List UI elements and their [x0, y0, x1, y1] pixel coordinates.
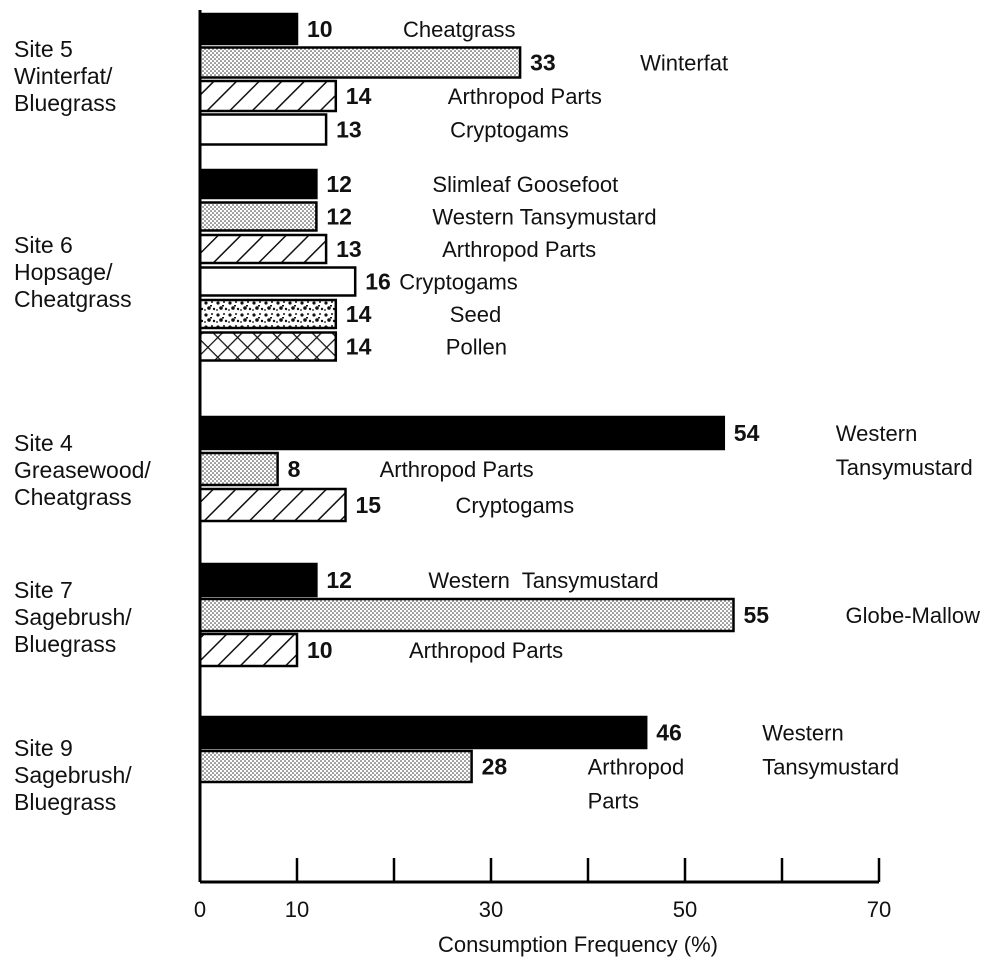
bar — [198, 298, 338, 330]
data-label: 13 — [336, 117, 362, 143]
site-label-line: Bluegrass — [14, 90, 117, 116]
x-axis: 0 10 30 50 70 Consumption Frequency (%) — [194, 10, 891, 957]
site-label-line: Sagebrush/ — [14, 762, 132, 788]
data-label: 55 — [744, 602, 770, 628]
category-label: Cryptogams — [456, 493, 575, 518]
site-label-line: Greasewood/ — [14, 457, 151, 483]
bars-layer — [198, 12, 735, 784]
bar — [198, 487, 347, 523]
site-label-line: Site 4 — [14, 430, 73, 456]
site-label: Site 6 Hopsage/Cheatgrass — [14, 232, 194, 313]
site-label-line: Site 6 — [14, 232, 73, 258]
bar — [198, 168, 318, 200]
bar — [198, 331, 338, 362]
data-label: 12 — [326, 171, 352, 197]
labels-layer: 10 Cheatgrass 33 Winterfat 14 Arthropod Parts… — [288, 16, 981, 814]
category-label: Arthropod Parts — [409, 638, 563, 663]
category-label: Slimleaf Goosefoot — [432, 172, 618, 197]
x-tick-label: 30 — [479, 897, 503, 922]
category-label: Seed — [450, 302, 501, 327]
data-label: 28 — [482, 754, 508, 780]
category-label: Pollen — [446, 335, 507, 360]
category-label: Winterfat — [640, 51, 728, 76]
category-label: Arthropod Parts — [448, 84, 602, 109]
data-label: 46 — [656, 720, 682, 746]
site-label-line: Sagebrush/ — [14, 604, 132, 630]
category-label: Tansymustard — [762, 755, 899, 780]
site-label: Site 5 Winterfat/Bluegrass — [14, 36, 194, 117]
bar — [198, 113, 328, 146]
data-label: 16 — [365, 269, 391, 295]
site-label-line: Hopsage/ — [14, 259, 113, 285]
site-label: Site 9 Sagebrush/Bluegrass — [14, 735, 194, 816]
site-label-line: Site 7 — [14, 577, 73, 603]
data-label: 14 — [346, 83, 372, 109]
bar — [198, 451, 279, 487]
bar — [198, 46, 522, 79]
bar — [198, 233, 328, 265]
category-label: Cryptogams — [399, 270, 518, 295]
site-label-line: Bluegrass — [14, 631, 117, 657]
site-label-line: Site 5 — [14, 36, 73, 62]
site-label-line: Bluegrass — [14, 789, 117, 815]
x-tick-label: 0 — [194, 897, 206, 922]
bar — [198, 266, 357, 297]
data-label: 8 — [288, 456, 301, 482]
bar — [198, 597, 735, 633]
x-axis-title: Consumption Frequency (%) — [438, 932, 718, 957]
site-label: Site 4 Greasewood/Cheatgrass — [14, 430, 194, 511]
category-label: Cheatgrass — [403, 17, 516, 42]
x-tick-label: 50 — [673, 897, 697, 922]
site-label-line: Cheatgrass — [14, 286, 132, 312]
data-label: 12 — [326, 204, 352, 230]
site-label: Site 7 Sagebrush/Bluegrass — [14, 577, 194, 658]
data-label: 14 — [346, 301, 372, 327]
site-label-line: Cheatgrass — [14, 484, 132, 510]
data-label: 54 — [734, 420, 760, 446]
bar — [198, 415, 726, 451]
data-label: 13 — [336, 236, 362, 262]
site-label-line: Winterfat/ — [14, 63, 113, 89]
category-label: Arthropod Parts — [380, 457, 534, 482]
category-label: Arthropod — [588, 755, 685, 780]
bar — [198, 562, 318, 598]
category-label: Western — [762, 721, 844, 746]
bar — [198, 632, 299, 668]
x-tick-label: 70 — [867, 897, 891, 922]
x-tick-label: 10 — [285, 897, 309, 922]
data-label: 15 — [356, 492, 382, 518]
bar — [198, 79, 338, 113]
bar — [198, 749, 473, 784]
data-label: 10 — [307, 16, 333, 42]
category-label: Western — [836, 421, 918, 446]
bar — [198, 12, 299, 46]
category-label: Tansymustard — [836, 455, 973, 480]
site-label-line: Site 9 — [14, 735, 73, 761]
category-label: Arthropod Parts — [442, 237, 596, 262]
category-label: Parts — [588, 789, 639, 814]
data-label: 10 — [307, 637, 333, 663]
category-label: Western Tansymustard — [432, 205, 656, 230]
bar — [198, 201, 318, 232]
data-label: 12 — [326, 567, 352, 593]
category-label: Western Tansymustard — [428, 568, 658, 593]
category-label: Cryptogams — [450, 118, 569, 143]
data-label: 33 — [530, 50, 556, 76]
bar — [198, 715, 648, 750]
data-label: 14 — [346, 334, 372, 360]
category-label: Globe-Mallow — [846, 603, 981, 628]
